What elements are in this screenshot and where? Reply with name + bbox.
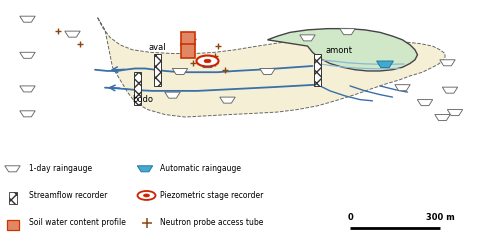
Polygon shape (65, 31, 80, 37)
Text: Automatic raingauge: Automatic raingauge (160, 164, 241, 173)
Polygon shape (20, 86, 35, 92)
Text: Soil water content profile: Soil water content profile (29, 218, 126, 227)
Bar (134, 72, 141, 105)
Circle shape (196, 56, 218, 66)
Bar (180, 32, 194, 45)
Polygon shape (435, 115, 450, 121)
Text: Neutron probe access tube: Neutron probe access tube (160, 218, 264, 227)
Circle shape (204, 59, 211, 63)
Text: 300 m: 300 m (426, 213, 454, 222)
Polygon shape (20, 16, 35, 22)
Polygon shape (165, 92, 180, 98)
Polygon shape (199, 61, 216, 67)
Polygon shape (260, 68, 275, 74)
Polygon shape (138, 166, 152, 172)
Text: bodo: bodo (132, 95, 153, 104)
Polygon shape (220, 97, 235, 103)
Polygon shape (448, 110, 462, 116)
Text: Piezometric stage recorder: Piezometric stage recorder (160, 191, 264, 200)
Bar (8, 192, 16, 204)
Polygon shape (268, 29, 418, 71)
Text: amont: amont (325, 46, 352, 55)
Polygon shape (300, 35, 315, 41)
Circle shape (144, 194, 150, 197)
Polygon shape (5, 166, 20, 172)
Polygon shape (395, 85, 410, 91)
Polygon shape (20, 111, 35, 117)
Bar (314, 54, 321, 86)
Bar (154, 54, 161, 86)
Polygon shape (442, 87, 458, 93)
Polygon shape (418, 100, 432, 106)
Text: Streamflow recorder: Streamflow recorder (29, 191, 108, 200)
Polygon shape (20, 52, 35, 58)
Polygon shape (376, 61, 394, 67)
Bar (6, 220, 18, 230)
Polygon shape (340, 29, 355, 35)
Polygon shape (172, 68, 188, 74)
Text: 0: 0 (347, 213, 353, 222)
Polygon shape (98, 17, 445, 117)
Polygon shape (440, 60, 455, 66)
Circle shape (138, 191, 156, 200)
Text: 1-day raingauge: 1-day raingauge (29, 164, 92, 173)
Text: aval: aval (148, 43, 166, 52)
Bar (180, 44, 194, 58)
